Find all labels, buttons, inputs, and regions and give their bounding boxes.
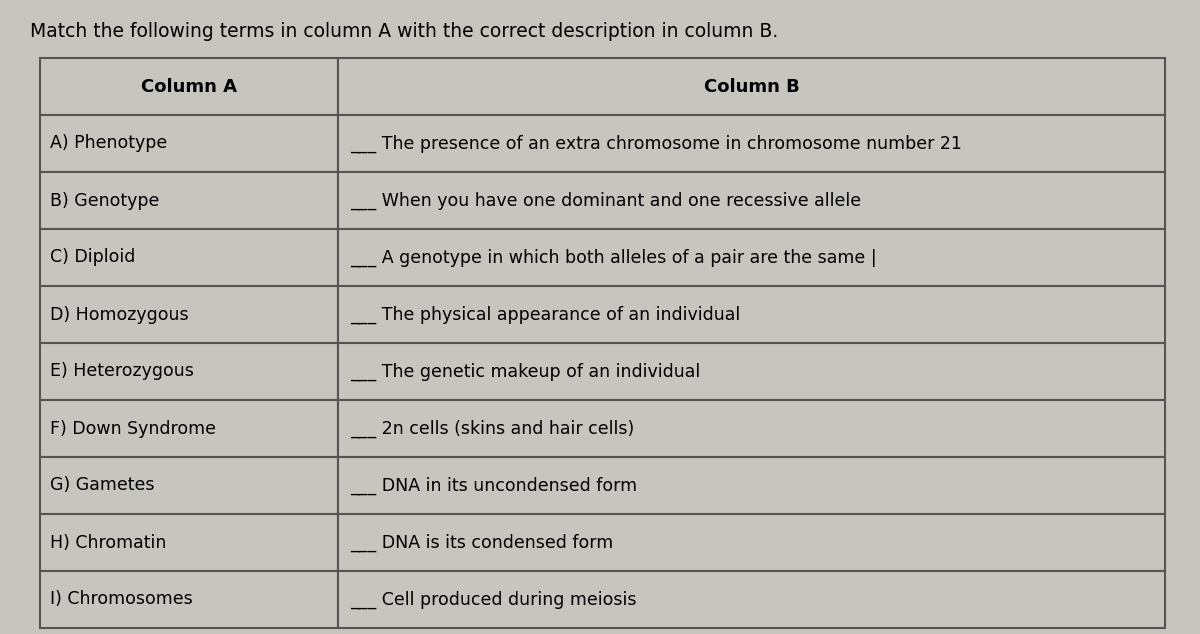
Text: F) Down Syndrome: F) Down Syndrome [50,420,216,437]
Text: ___ When you have one dominant and one recessive allele: ___ When you have one dominant and one r… [350,191,862,210]
Bar [40,457,338,514]
Bar [338,229,1165,286]
Text: ___ The genetic makeup of an individual: ___ The genetic makeup of an individual [350,363,701,380]
Bar [40,571,338,628]
Bar [40,286,338,343]
Bar [40,229,338,286]
Text: ___ 2n cells (skins and hair cells): ___ 2n cells (skins and hair cells) [350,419,635,437]
Text: D) Homozygous: D) Homozygous [50,306,188,323]
Bar [40,343,338,400]
Text: ___ Cell produced during meiosis: ___ Cell produced during meiosis [350,590,637,609]
Text: E) Heterozygous: E) Heterozygous [50,363,194,380]
Text: A) Phenotype: A) Phenotype [50,134,167,153]
Text: Match the following terms in column A with the correct description in column B.: Match the following terms in column A wi… [30,22,779,41]
Bar [338,286,1165,343]
Text: Column B: Column B [703,77,799,96]
Bar [338,571,1165,628]
Bar [338,58,1165,115]
Bar [338,343,1165,400]
Bar [338,172,1165,229]
Text: Column A: Column A [142,77,238,96]
Text: ___ A genotype in which both alleles of a pair are the same |: ___ A genotype in which both alleles of … [350,249,877,267]
Text: ___ The presence of an extra chromosome in chromosome number 21: ___ The presence of an extra chromosome … [350,134,962,153]
Bar [40,514,338,571]
Text: B) Genotype: B) Genotype [50,191,160,209]
Bar [40,172,338,229]
Text: ___ DNA is its condensed form: ___ DNA is its condensed form [350,533,613,552]
Text: G) Gametes: G) Gametes [50,477,155,495]
Bar [40,400,338,457]
Bar [338,400,1165,457]
Bar [338,514,1165,571]
Text: ___ DNA in its uncondensed form: ___ DNA in its uncondensed form [350,476,637,495]
Bar [40,115,338,172]
Bar [40,58,338,115]
Text: C) Diploid: C) Diploid [50,249,136,266]
Bar [338,457,1165,514]
Text: I) Chromosomes: I) Chromosomes [50,590,193,609]
Bar [338,115,1165,172]
Text: ___ The physical appearance of an individual: ___ The physical appearance of an indivi… [350,306,740,323]
Text: H) Chromatin: H) Chromatin [50,533,167,552]
